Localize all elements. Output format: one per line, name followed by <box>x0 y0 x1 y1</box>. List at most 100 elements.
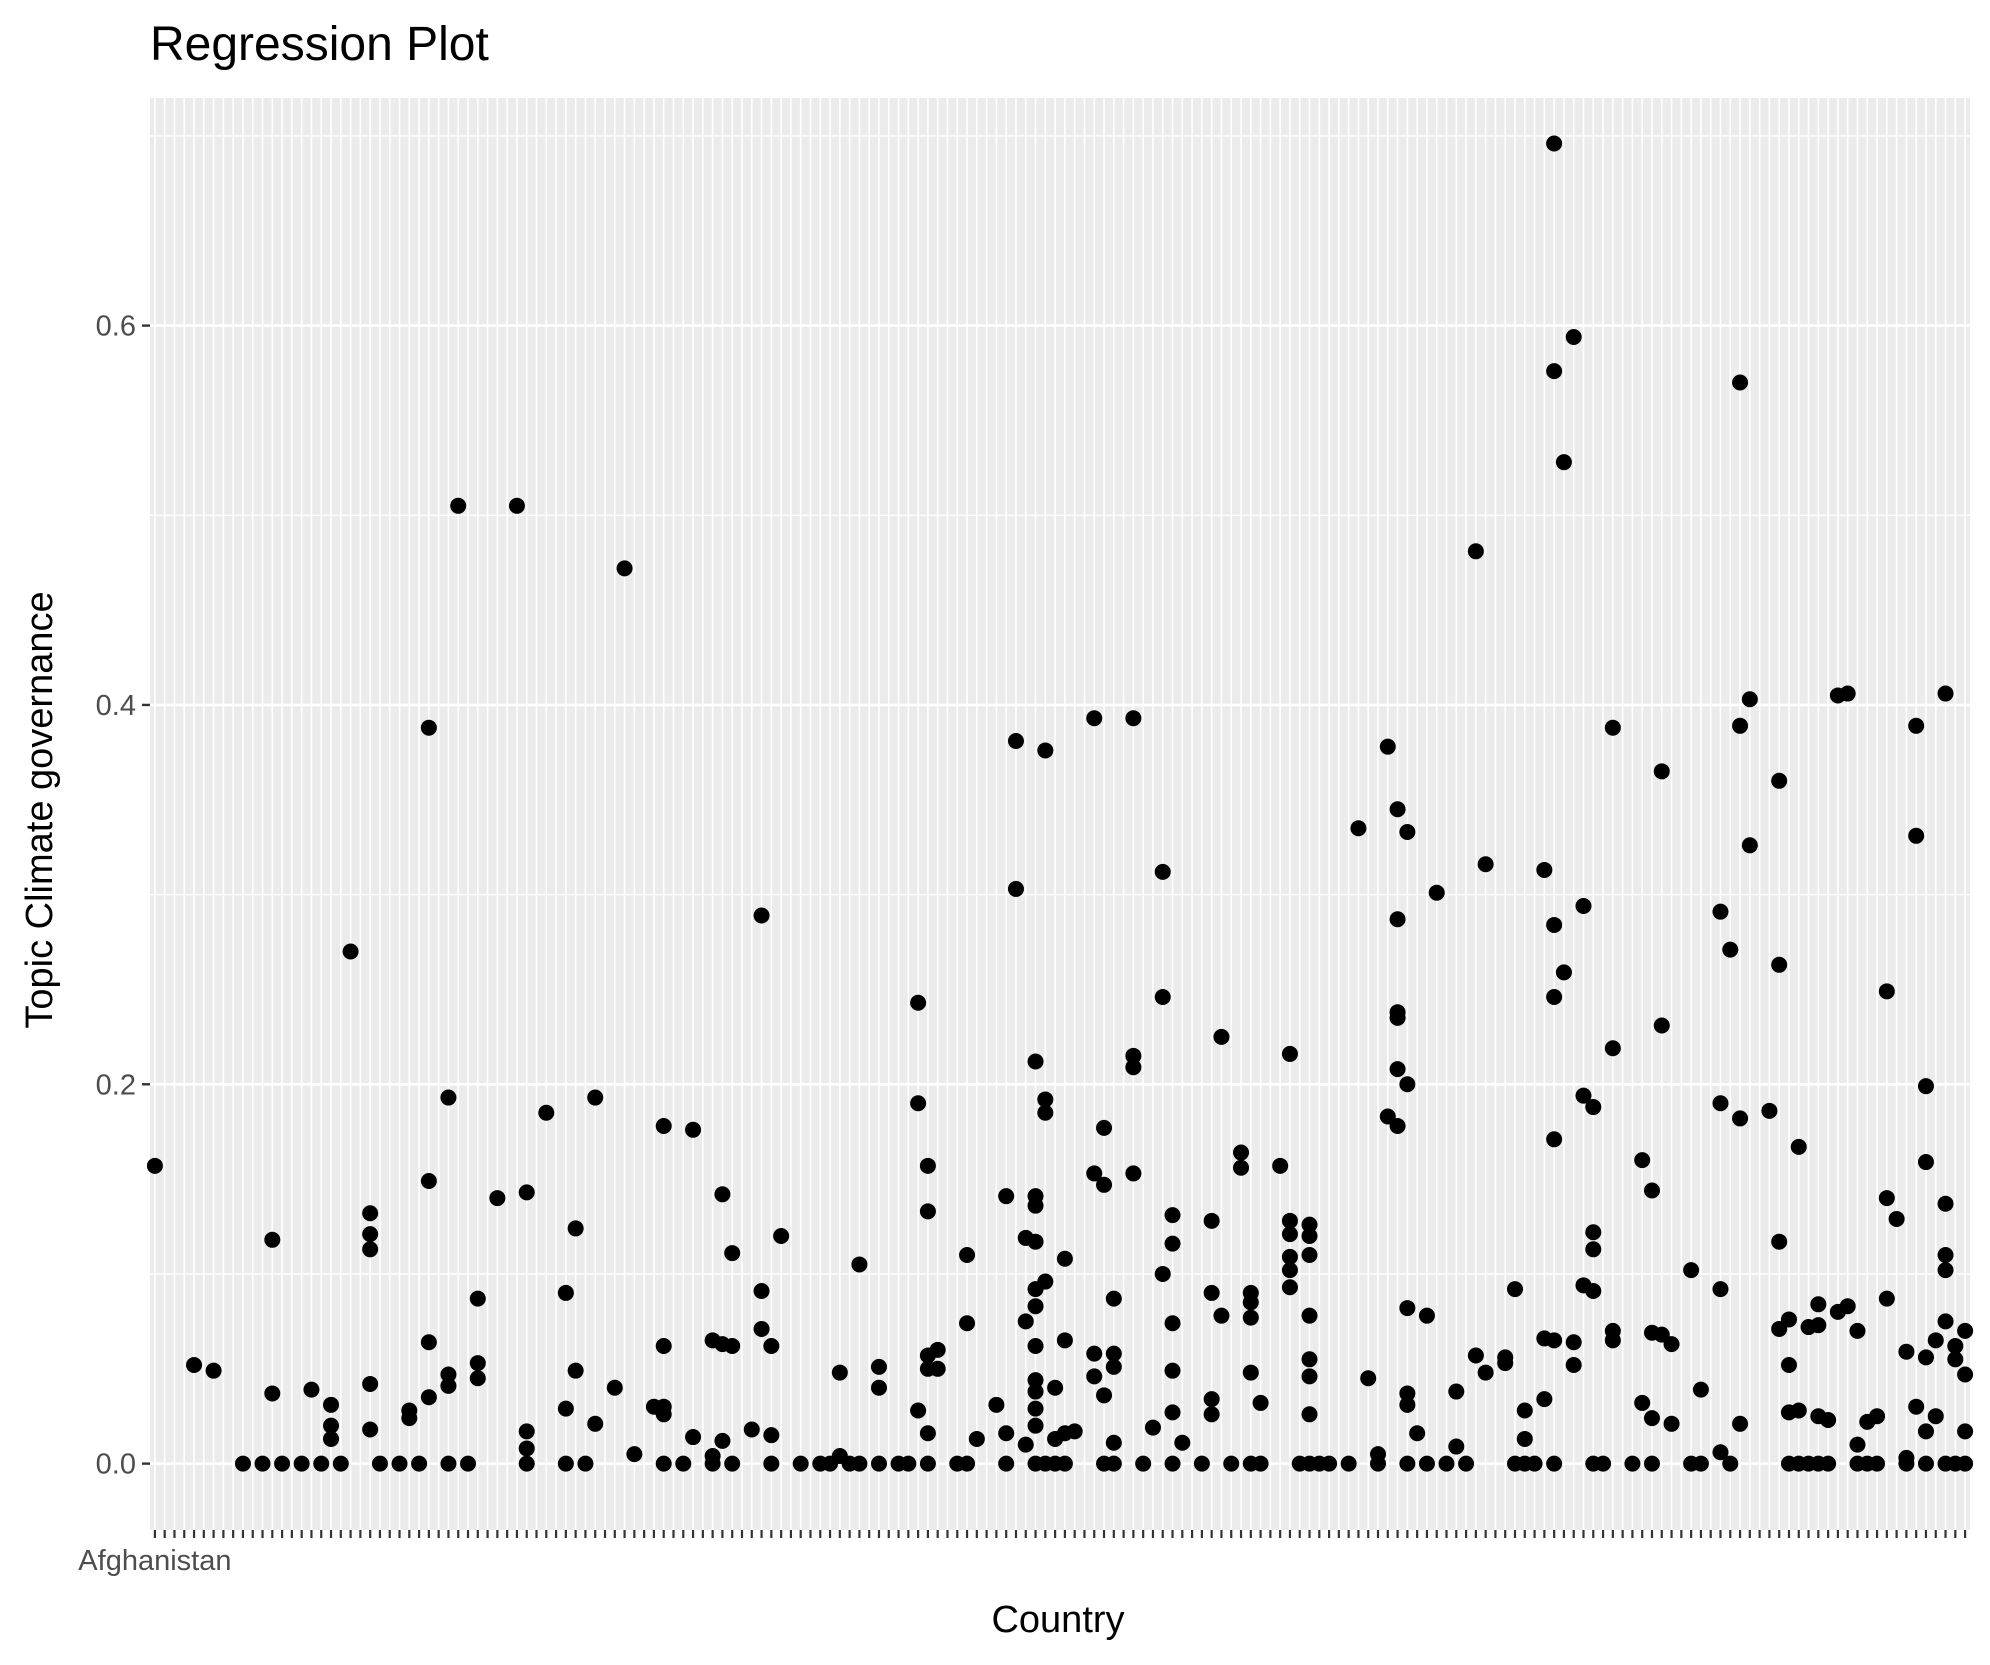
data-point <box>1086 1345 1103 1362</box>
data-point <box>1037 1091 1054 1108</box>
data-point <box>1399 1396 1416 1413</box>
data-point <box>1526 1455 1543 1472</box>
data-point <box>1497 1355 1514 1372</box>
data-point <box>362 1421 379 1438</box>
data-point <box>1820 1455 1837 1472</box>
data-point <box>323 1430 340 1447</box>
data-point <box>1409 1425 1426 1442</box>
data-point <box>362 1205 379 1222</box>
data-point <box>1732 1415 1749 1432</box>
data-point <box>1780 1356 1797 1373</box>
data-point <box>1604 719 1621 736</box>
data-point <box>1428 884 1445 901</box>
data-point <box>1389 1061 1406 1078</box>
data-point <box>1301 1351 1318 1368</box>
data-point <box>1037 1273 1054 1290</box>
data-point <box>1096 1387 1113 1404</box>
data-point <box>1565 328 1582 345</box>
data-point <box>1634 1394 1651 1411</box>
data-point <box>1086 710 1103 727</box>
data-point <box>1086 1368 1103 1385</box>
data-point <box>1741 837 1758 854</box>
data-point <box>1105 1345 1122 1362</box>
data-point <box>1056 1250 1073 1267</box>
data-point <box>1957 1322 1974 1339</box>
data-point <box>489 1190 506 1207</box>
data-point <box>910 994 927 1011</box>
data-point <box>362 1226 379 1243</box>
data-point <box>1448 1438 1465 1455</box>
data-point <box>1164 1404 1181 1421</box>
chart-title: Regression Plot <box>150 18 489 71</box>
data-point <box>1105 1434 1122 1451</box>
data-point <box>685 1429 702 1446</box>
data-point <box>1144 1419 1161 1436</box>
data-point <box>518 1455 535 1472</box>
data-point <box>1399 1076 1416 1093</box>
data-point <box>1516 1430 1533 1447</box>
data-point <box>1546 363 1563 380</box>
data-point <box>1820 1411 1837 1428</box>
data-point <box>1937 1246 1954 1263</box>
data-point <box>518 1440 535 1457</box>
data-point <box>1908 827 1925 844</box>
data-point <box>567 1220 584 1237</box>
data-point <box>1389 801 1406 818</box>
data-point <box>1712 1444 1729 1461</box>
data-point <box>1516 1402 1533 1419</box>
data-point <box>763 1338 780 1355</box>
data-point <box>1233 1144 1250 1161</box>
data-point <box>264 1231 281 1248</box>
data-point <box>1585 1099 1602 1116</box>
data-point <box>557 1455 574 1472</box>
data-point <box>959 1246 976 1263</box>
data-point <box>1546 916 1563 933</box>
data-point <box>460 1455 477 1472</box>
data-point <box>1370 1455 1387 1472</box>
data-point <box>1839 685 1856 702</box>
data-point <box>1917 1154 1934 1171</box>
data-point <box>411 1455 428 1472</box>
data-point <box>1634 1152 1651 1169</box>
data-point <box>1164 1362 1181 1379</box>
data-point <box>1399 1455 1416 1472</box>
data-point <box>1810 1296 1827 1313</box>
data-point <box>1213 1028 1230 1045</box>
data-point <box>186 1356 203 1373</box>
data-point <box>469 1355 486 1372</box>
data-point <box>1056 1455 1073 1472</box>
data-point <box>1301 1216 1318 1233</box>
data-point <box>1604 1040 1621 1057</box>
data-point <box>1917 1349 1934 1366</box>
data-point <box>1399 1300 1416 1317</box>
data-point <box>293 1455 310 1472</box>
data-point <box>1869 1408 1886 1425</box>
data-point <box>1203 1212 1220 1229</box>
data-point <box>1105 1455 1122 1472</box>
data-point <box>763 1455 780 1472</box>
data-point <box>1546 1455 1563 1472</box>
data-point <box>469 1290 486 1307</box>
data-point <box>420 1173 437 1190</box>
data-point <box>792 1455 809 1472</box>
data-point <box>714 1432 731 1449</box>
data-point <box>743 1421 760 1438</box>
data-point <box>655 1406 672 1423</box>
data-point <box>1066 1423 1083 1440</box>
data-point <box>371 1455 388 1472</box>
data-point <box>1643 1455 1660 1472</box>
data-point <box>1252 1455 1269 1472</box>
data-point <box>1849 1322 1866 1339</box>
data-point <box>362 1241 379 1258</box>
data-point <box>1722 941 1739 958</box>
data-point <box>1575 897 1592 914</box>
data-point <box>1242 1309 1259 1326</box>
data-point <box>959 1315 976 1332</box>
data-point <box>1340 1455 1357 1472</box>
data-point <box>1663 1336 1680 1353</box>
data-point <box>1908 1398 1925 1415</box>
data-point <box>1027 1053 1044 1070</box>
data-point <box>1027 1372 1044 1389</box>
data-point <box>1458 1455 1475 1472</box>
data-point <box>1771 956 1788 973</box>
